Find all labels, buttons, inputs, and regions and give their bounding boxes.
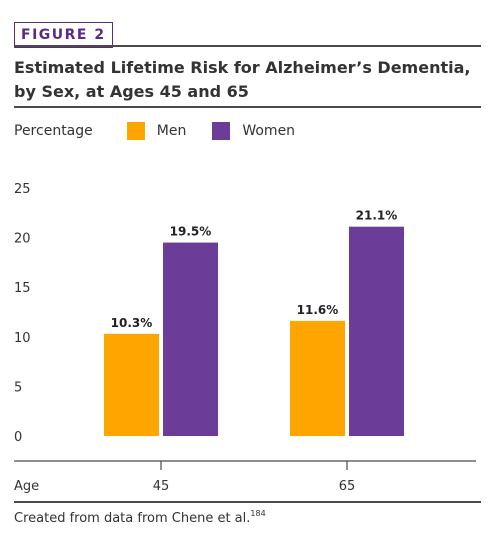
x-tick-label: 65: [339, 479, 356, 494]
legend-item-men: Men: [126, 122, 187, 140]
legend-swatch-women: [212, 122, 231, 140]
y-axis-label: Percentage: [14, 123, 93, 139]
legend-item-women: Women: [212, 122, 295, 140]
y-tick-label: 5: [14, 380, 22, 395]
data-label: 19.5%: [170, 225, 212, 239]
bottom-rule: [14, 501, 481, 503]
chart-title: Estimated Lifetime Risk for Alzheimer’s …: [14, 58, 471, 101]
figure-label: FIGURE 2: [14, 22, 113, 48]
x-tick-label: 45: [153, 479, 170, 494]
bar-women-45: [163, 242, 218, 436]
y-tick-label: 15: [14, 281, 31, 296]
legend-swatch-men: [126, 122, 145, 140]
bar-men-65: [290, 320, 345, 436]
legend: Percentage Men Women: [14, 120, 321, 142]
data-label: 10.3%: [111, 316, 153, 330]
source-text: Created from data from Chene et al.: [14, 511, 251, 526]
bar-men-45: [104, 333, 159, 436]
legend-label-women: Women: [242, 123, 296, 139]
y-tick-label: 0: [14, 430, 22, 445]
x-axis-label: Age: [14, 479, 39, 494]
y-tick-label: 10: [14, 331, 31, 346]
bar-women-65: [349, 226, 404, 436]
y-tick-label: 20: [14, 232, 31, 247]
source-note: Created from data from Chene et al.184: [14, 509, 266, 526]
y-tick-label: 25: [14, 182, 31, 197]
data-label: 11.6%: [297, 303, 339, 317]
source-ref: 184: [250, 509, 266, 518]
top-rule: [14, 45, 481, 47]
legend-label-men: Men: [156, 123, 187, 139]
title-rule: [14, 106, 481, 108]
data-label: 21.1%: [356, 209, 398, 223]
